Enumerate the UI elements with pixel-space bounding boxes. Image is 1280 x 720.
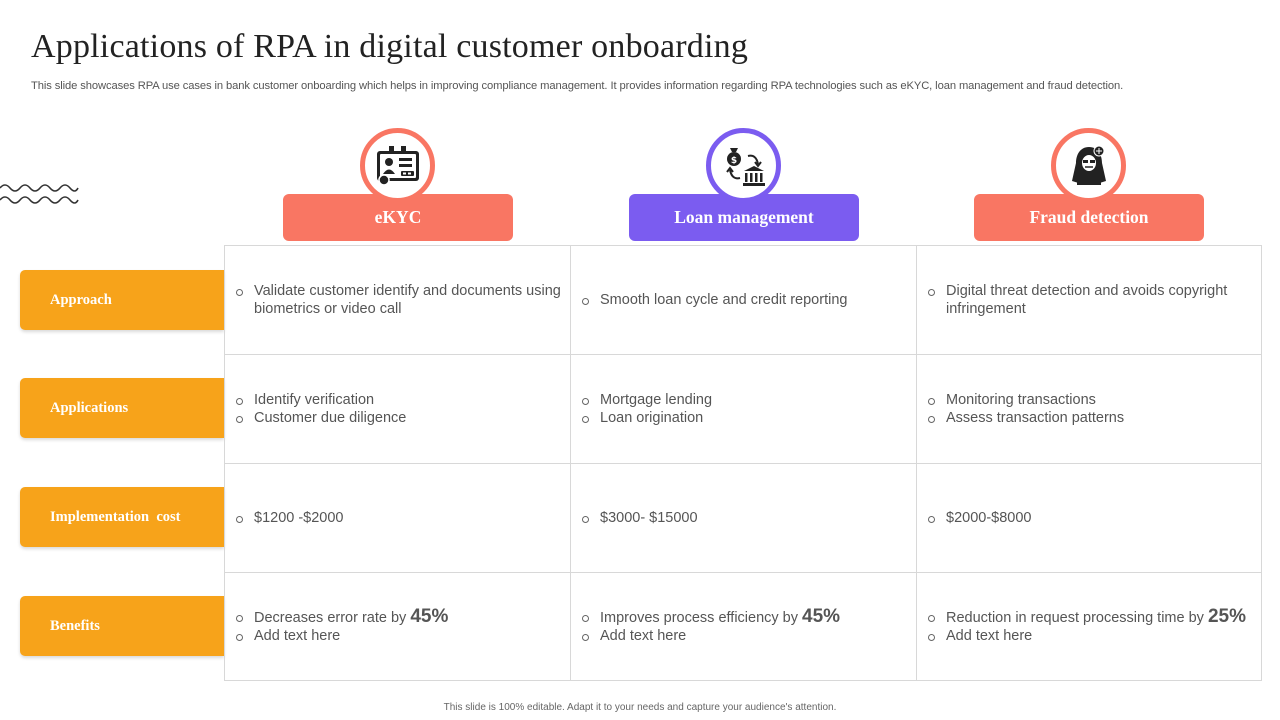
table-cell: Monitoring transactions Assess transacti… [917, 355, 1261, 464]
list-item: $2000-$8000 [926, 509, 1031, 527]
table-cell: $1200 -$2000 [225, 464, 571, 573]
wave-decoration [0, 184, 79, 204]
footer-note: This slide is 100% editable. Adapt it to… [443, 702, 837, 713]
svg-text:$: $ [730, 156, 736, 166]
column-header-loan-management: $ Loan management [629, 128, 859, 242]
list-item: Improves process efficiency by 45% [580, 606, 841, 627]
page-title: Applications of RPA in digital customer … [31, 28, 749, 65]
table-cell: Digital threat detection and avoids copy… [917, 246, 1261, 355]
row-label-approach: Approach [20, 270, 224, 330]
loan-icon-ring: $ [706, 128, 781, 203]
money-bank-icon: $ [725, 147, 765, 186]
list-item: Validate customer identify and documents… [234, 282, 570, 318]
list-item: Customer due diligence [234, 409, 406, 427]
highlight-value: 45% [802, 606, 841, 627]
list-item: Decreases error rate by 45% [234, 606, 449, 627]
list-item: Monitoring transactions [926, 391, 1124, 409]
row-label-benefits: Benefits [20, 596, 224, 656]
table-cell: $3000- $15000 [571, 464, 917, 573]
table-cell: Identify verification Customer due dilig… [225, 355, 571, 464]
list-item: $1200 -$2000 [234, 509, 344, 527]
comparison-table: Validate customer identify and documents… [224, 245, 1262, 681]
column-header-fraud-detection: Fraud detection [974, 128, 1204, 242]
list-item: Smooth loan cycle and credit reporting [580, 291, 847, 309]
list-item: Identify verification [234, 391, 406, 409]
list-item: Add text here [926, 627, 1246, 645]
list-item: Reduction in request processing time by … [926, 606, 1246, 627]
list-item: Loan origination [580, 409, 712, 427]
table-cell: Mortgage lending Loan origination [571, 355, 917, 464]
page-subtitle: This slide showcases RPA use cases in ba… [31, 80, 1124, 92]
table-cell: Validate customer identify and documents… [225, 246, 571, 355]
list-item: Add text here [234, 627, 448, 645]
list-item: Assess transaction patterns [926, 409, 1124, 427]
table-cell: Reduction in request processing time by … [917, 573, 1261, 680]
table-cell: $2000-$8000 [917, 464, 1261, 573]
list-item: Digital threat detection and avoids copy… [926, 282, 1261, 318]
table-cell: Smooth loan cycle and credit reporting [571, 246, 917, 355]
row-label-implementation-cost: Implementation cost [20, 487, 224, 547]
column-header-ekyc: eKYC [283, 128, 513, 242]
ekyc-icon-ring [360, 128, 435, 203]
list-item: Add text here [580, 627, 840, 645]
fraud-icon-ring [1051, 128, 1126, 203]
table-cell: Decreases error rate by 45% Add text her… [225, 573, 571, 680]
row-label-applications: Applications [20, 378, 224, 438]
list-item: $3000- $15000 [580, 509, 698, 527]
table-cell: Improves process efficiency by 45% Add t… [571, 573, 917, 680]
hacker-icon [1071, 145, 1106, 185]
column-label-loan-management: Loan management [629, 194, 859, 241]
id-card-icon [376, 145, 419, 186]
highlight-value: 25% [1207, 606, 1246, 627]
list-item: Mortgage lending [580, 391, 712, 409]
highlight-value: 45% [410, 606, 449, 627]
